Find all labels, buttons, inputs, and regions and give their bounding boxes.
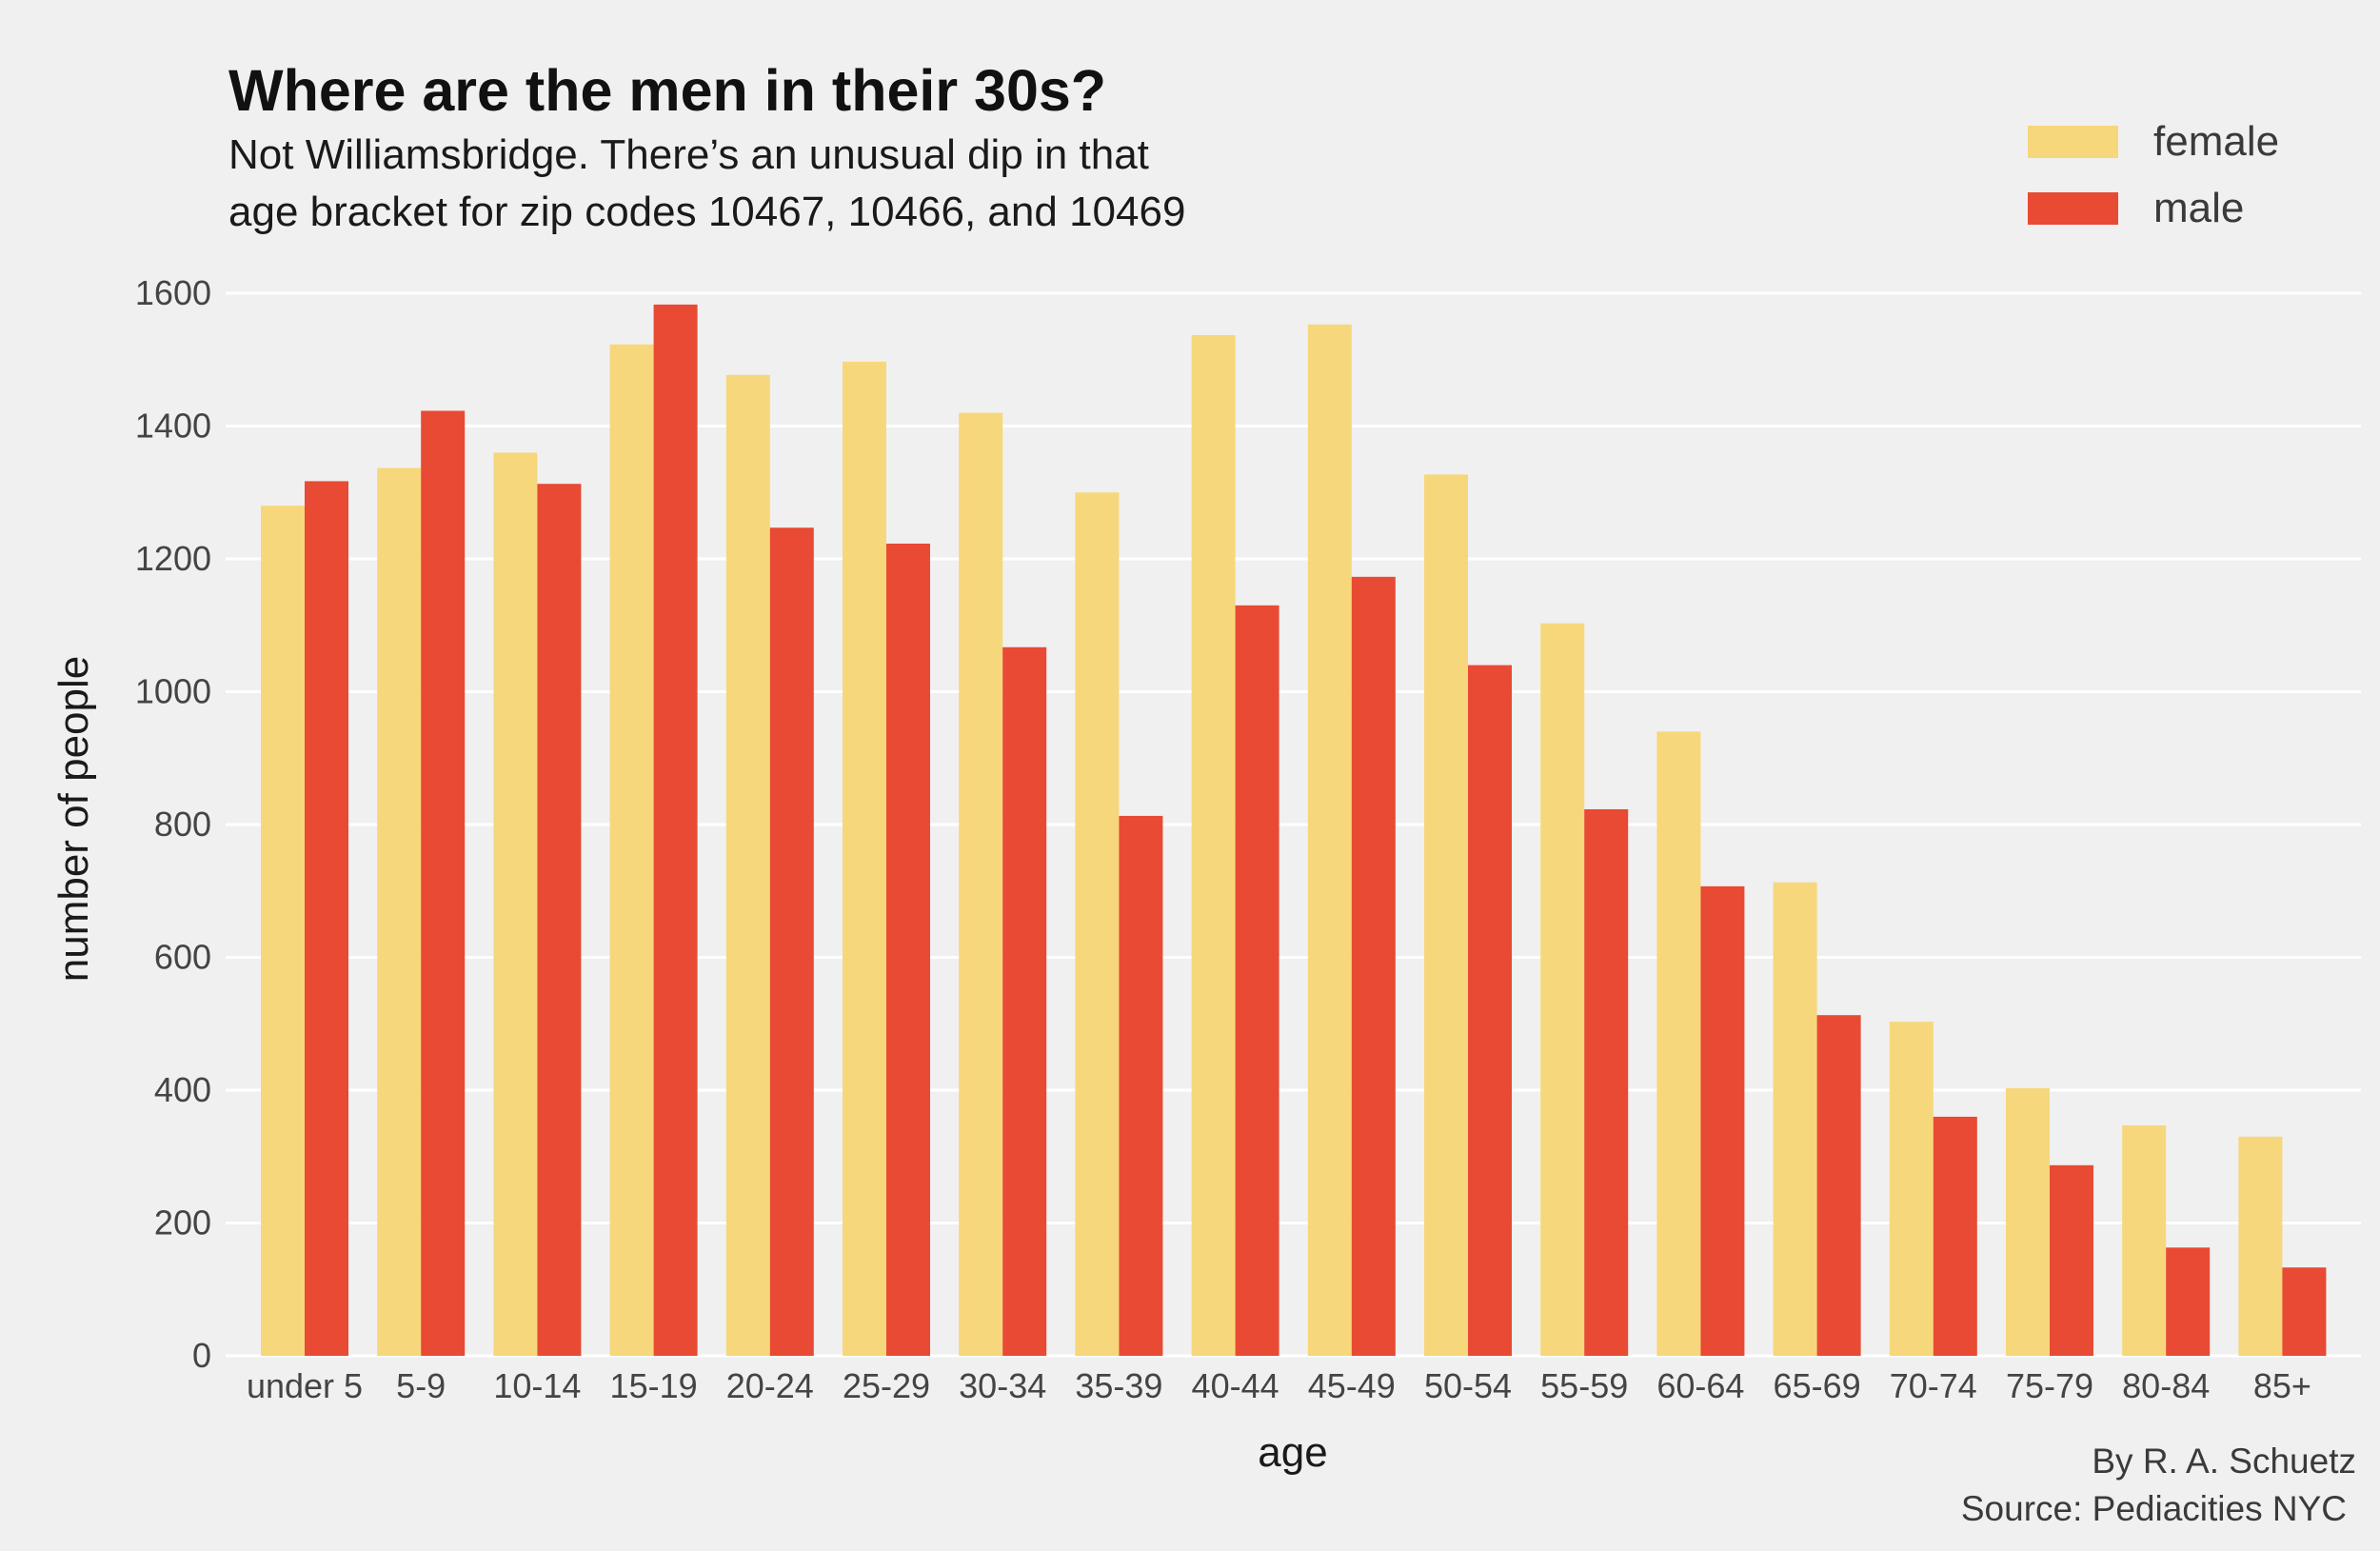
bar-female-12 — [1656, 731, 1701, 1356]
x-tick-label: 5-9 — [396, 1366, 446, 1405]
bar-male-2 — [537, 484, 582, 1356]
legend-swatch-female — [2028, 126, 2118, 158]
y-tick-label: 200 — [154, 1203, 211, 1243]
bar-male-17 — [2282, 1267, 2327, 1356]
bar-female-2 — [493, 452, 538, 1356]
x-tick-label: 85+ — [2253, 1366, 2311, 1405]
bar-female-7 — [1075, 492, 1120, 1356]
bar-female-11 — [1540, 623, 1585, 1356]
legend-swatch-male — [2028, 192, 2118, 225]
x-axis-ticks: under 5 5-9 10-14 15-19 20-24 25-29 30-34 35-39… — [247, 1366, 2311, 1405]
y-tick-label: 600 — [154, 938, 211, 977]
credit-author: By R. A. Schuetz — [2092, 1442, 2356, 1481]
x-tick-label: 40-44 — [1192, 1366, 1279, 1405]
y-tick-label: 1200 — [135, 539, 211, 578]
x-tick-label: 60-64 — [1656, 1366, 1744, 1405]
bar-male-5 — [886, 543, 930, 1356]
bar-female-13 — [1773, 882, 1817, 1356]
bar-male-16 — [2166, 1247, 2211, 1356]
bar-male-7 — [1119, 815, 1163, 1356]
x-tick-label: 20-24 — [726, 1366, 814, 1405]
bar-female-4 — [725, 374, 770, 1357]
bar-male-4 — [769, 527, 814, 1356]
y-tick-label: 800 — [154, 805, 211, 844]
bar-male-15 — [2050, 1164, 2093, 1356]
x-tick-label: 75-79 — [2006, 1366, 2093, 1405]
x-tick-label: 10-14 — [493, 1366, 581, 1405]
bar-female-17 — [2238, 1136, 2283, 1356]
bar-female-16 — [2122, 1124, 2167, 1356]
bar-female-0 — [261, 506, 305, 1356]
x-tick-label: 65-69 — [1774, 1366, 1861, 1405]
bar-female-14 — [1889, 1022, 1934, 1356]
chart-title: Where are the men in their 30s? — [228, 58, 1106, 123]
x-tick-label: 70-74 — [1890, 1366, 1977, 1405]
bar-male-14 — [1933, 1116, 1977, 1356]
bars — [261, 304, 2327, 1357]
gridlines — [226, 291, 2361, 1358]
y-tick-label: 0 — [192, 1336, 211, 1375]
y-tick-label: 1000 — [135, 672, 211, 711]
y-tick-label: 1600 — [135, 273, 211, 312]
x-tick-label: 55-59 — [1540, 1366, 1628, 1405]
credit-source: Source: Pediacities NYC — [1961, 1489, 2347, 1528]
bar-male-12 — [1700, 885, 1745, 1356]
x-tick-label: 15-19 — [610, 1366, 698, 1405]
bar-female-9 — [1307, 324, 1352, 1357]
bar-female-8 — [1191, 334, 1236, 1356]
x-tick-label: 45-49 — [1308, 1366, 1396, 1405]
x-tick-label: 80-84 — [2122, 1366, 2210, 1405]
bar-male-13 — [1816, 1015, 1861, 1356]
bar-female-3 — [609, 344, 654, 1356]
bar-female-1 — [377, 467, 422, 1356]
y-axis-title: number of people — [50, 656, 97, 982]
x-tick-label: under 5 — [247, 1366, 363, 1405]
y-axis-ticks: 0 200 400 600 800 1000 1200 1400 1600 — [135, 273, 211, 1375]
x-tick-label: 25-29 — [843, 1366, 930, 1405]
bar-male-11 — [1584, 808, 1629, 1356]
bar-male-9 — [1351, 576, 1396, 1356]
chart-subtitle-line-1: Not Williamsbridge. There’s an unusual d… — [228, 131, 1149, 178]
x-axis-title: age — [1258, 1429, 1327, 1476]
chart-subtitle-line-2: age bracket for zip codes 10467, 10466, … — [228, 189, 1185, 235]
x-tick-label: 50-54 — [1424, 1366, 1512, 1405]
x-tick-label: 30-34 — [959, 1366, 1046, 1405]
bar-male-0 — [305, 481, 348, 1357]
bar-male-6 — [1002, 646, 1047, 1356]
y-tick-label: 1400 — [135, 407, 211, 446]
bar-male-8 — [1235, 605, 1279, 1356]
bar-female-10 — [1424, 474, 1468, 1357]
bar-female-5 — [843, 361, 886, 1356]
legend-label-female: female — [2153, 118, 2279, 165]
y-tick-label: 400 — [154, 1070, 211, 1109]
bar-female-6 — [959, 412, 1003, 1356]
x-tick-label: 35-39 — [1075, 1366, 1162, 1405]
bar-male-1 — [421, 410, 466, 1356]
bar-female-15 — [2006, 1087, 2050, 1356]
bar-male-3 — [653, 304, 698, 1356]
bar-male-10 — [1468, 665, 1512, 1356]
legend-label-male: male — [2153, 185, 2244, 231]
legend: female male — [2028, 118, 2279, 231]
